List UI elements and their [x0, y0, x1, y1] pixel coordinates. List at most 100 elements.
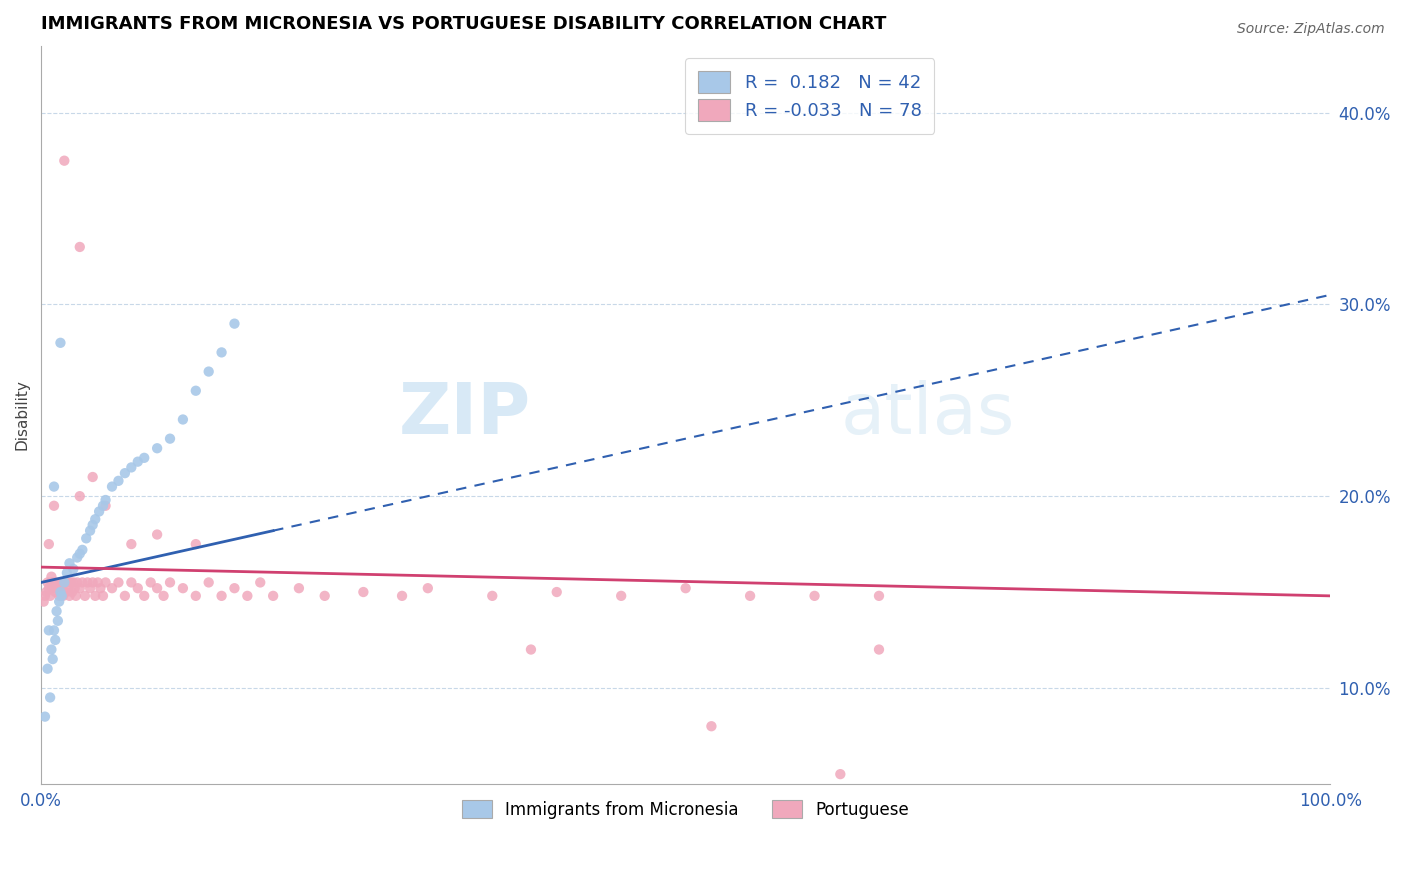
Text: Source: ZipAtlas.com: Source: ZipAtlas.com — [1237, 22, 1385, 37]
Point — [35, 585, 58, 599]
Point — [42, 499, 65, 513]
Point — [197, 365, 219, 379]
Point — [72, 542, 94, 557]
Point — [49, 575, 72, 590]
Point — [84, 589, 107, 603]
Text: atlas: atlas — [841, 380, 1015, 450]
Point — [62, 575, 84, 590]
Point — [44, 585, 66, 599]
Point — [803, 589, 825, 603]
Point — [481, 589, 503, 603]
Point — [56, 581, 79, 595]
Point — [52, 589, 75, 603]
Text: IMMIGRANTS FROM MICRONESIA VS PORTUGUESE DISABILITY CORRELATION CHART: IMMIGRANTS FROM MICRONESIA VS PORTUGUESE… — [41, 15, 887, 33]
Point — [107, 474, 129, 488]
Point — [134, 450, 156, 465]
Point — [391, 589, 413, 603]
Point — [53, 153, 76, 168]
Point — [32, 594, 55, 608]
Point — [610, 589, 633, 603]
Point — [46, 581, 69, 595]
Point — [184, 537, 207, 551]
Point — [45, 604, 67, 618]
Point — [172, 412, 194, 426]
Point — [49, 585, 72, 599]
Point — [66, 550, 89, 565]
Point — [120, 460, 142, 475]
Point — [72, 575, 94, 590]
Point — [700, 719, 723, 733]
Point — [139, 575, 162, 590]
Point — [73, 589, 96, 603]
Text: ZIP: ZIP — [399, 380, 531, 450]
Point — [75, 532, 97, 546]
Point — [46, 614, 69, 628]
Point — [42, 624, 65, 638]
Point — [58, 589, 80, 603]
Point — [41, 575, 63, 590]
Point — [55, 585, 77, 599]
Point — [69, 489, 91, 503]
Point — [146, 581, 169, 595]
Legend: Immigrants from Micronesia, Portuguese: Immigrants from Micronesia, Portuguese — [454, 792, 918, 827]
Point — [69, 581, 91, 595]
Point — [224, 581, 246, 595]
Point — [37, 662, 59, 676]
Point — [675, 581, 697, 595]
Point — [224, 317, 246, 331]
Point — [58, 556, 80, 570]
Point — [249, 575, 271, 590]
Point — [416, 581, 439, 595]
Point — [82, 575, 104, 590]
Point — [868, 642, 890, 657]
Point — [45, 575, 67, 590]
Point — [211, 589, 233, 603]
Point — [868, 589, 890, 603]
Point — [37, 575, 59, 590]
Point — [51, 589, 73, 603]
Point — [39, 589, 62, 603]
Point — [87, 504, 110, 518]
Point — [314, 589, 336, 603]
Point — [120, 537, 142, 551]
Point — [84, 512, 107, 526]
Point — [53, 575, 76, 590]
Point — [69, 547, 91, 561]
Point — [172, 581, 194, 595]
Point — [87, 575, 110, 590]
Point — [120, 575, 142, 590]
Point — [352, 585, 374, 599]
Point — [38, 581, 60, 595]
Y-axis label: Disability: Disability — [15, 379, 30, 450]
Point — [520, 642, 543, 657]
Point — [184, 384, 207, 398]
Point — [42, 575, 65, 590]
Point — [546, 585, 568, 599]
Point — [59, 575, 82, 590]
Point — [146, 527, 169, 541]
Point — [49, 335, 72, 350]
Point — [159, 575, 181, 590]
Point — [62, 562, 84, 576]
Point — [830, 767, 852, 781]
Point — [51, 581, 73, 595]
Point — [66, 575, 89, 590]
Point — [91, 589, 114, 603]
Point — [94, 499, 117, 513]
Point — [91, 499, 114, 513]
Point — [65, 589, 87, 603]
Point — [127, 581, 149, 595]
Point — [48, 594, 70, 608]
Point — [60, 585, 83, 599]
Point — [134, 589, 156, 603]
Point — [211, 345, 233, 359]
Point — [44, 632, 66, 647]
Point — [53, 575, 76, 590]
Point — [236, 589, 259, 603]
Point — [63, 581, 86, 595]
Point — [82, 517, 104, 532]
Point — [56, 566, 79, 580]
Point — [262, 589, 284, 603]
Point — [197, 575, 219, 590]
Point — [114, 466, 136, 480]
